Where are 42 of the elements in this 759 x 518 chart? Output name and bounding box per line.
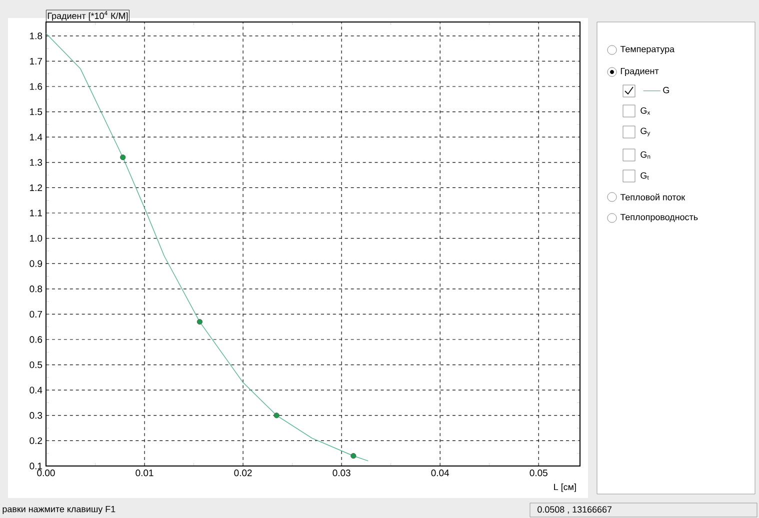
y-tick-label: 1.4 (30, 134, 42, 140)
text: G$_{t}$ (640, 172, 649, 180)
legend-label: G (663, 86, 670, 94)
text: G$_{n}$ (640, 151, 650, 159)
x-axis-title: L [см] (554, 484, 576, 492)
text: Теплопроводность (620, 214, 698, 222)
y-tick-label: 1.3 (30, 159, 42, 166)
point (120, 154, 126, 160)
y-tick-label: 0.5 (30, 361, 42, 368)
y-tick-label: 0.1 (30, 462, 42, 470)
text: G$_{y}$ (640, 128, 650, 136)
y-tick-label: 1.0 (30, 234, 42, 242)
y-tick-label: 0.6 (30, 336, 42, 343)
x-tick-label: 0.00 (37, 470, 55, 476)
text: 0.0508 , 13166667 (538, 506, 612, 514)
y-tick-label: 0.9 (30, 260, 42, 267)
text: Температура (620, 46, 675, 54)
line-series (46, 33, 369, 462)
x-tick-label: 0.04 (431, 470, 450, 476)
y-tick-label: 1.7 (30, 58, 42, 64)
text: Тепловой поток (620, 194, 686, 200)
point (196, 319, 202, 325)
x-tick-label: 0.02 (234, 470, 252, 476)
text: равки нажмите клавишу F1 (2, 506, 116, 514)
x-tick-label: 0.03 (332, 470, 350, 476)
y-tick-label: 1.2 (30, 184, 42, 192)
y-tick-label: 0.4 (30, 386, 42, 394)
y-tick-label: 0.8 (30, 286, 42, 292)
point (350, 453, 356, 459)
x-tick-label: 0.05 (530, 470, 548, 476)
text: Градиент (620, 68, 659, 76)
y-tick-label: 1.5 (30, 108, 42, 116)
x-tick-label: 0.01 (136, 470, 154, 476)
y-tick-label: 0.3 (30, 412, 42, 419)
y-tick-label: 0.7 (30, 310, 42, 318)
y-tick-label: 1.6 (30, 83, 42, 90)
y-tick-label: 1.8 (30, 32, 42, 40)
y-tick-label: 0.2 (30, 437, 42, 444)
point (274, 412, 280, 418)
text: G$_{x}$ (640, 107, 650, 115)
y-axis-title: Градиент [*10$^{4}$ К/М] (48, 11, 128, 21)
y-tick-label: 1.1 (30, 210, 42, 216)
